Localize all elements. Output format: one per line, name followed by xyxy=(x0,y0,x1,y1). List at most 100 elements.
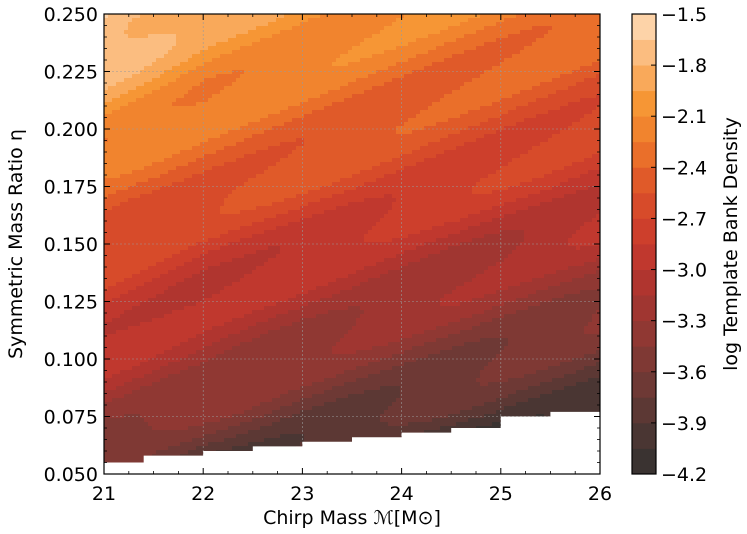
contour-band-cell xyxy=(168,270,201,275)
contour-band-cell xyxy=(540,190,577,195)
contour-band-cell xyxy=(536,114,585,119)
contour-band-cell xyxy=(552,390,600,395)
contour-band-cell xyxy=(324,106,429,111)
contour-band-cell xyxy=(484,366,549,371)
contour-band-cell xyxy=(356,318,461,323)
x-axis-label: Chirp Mass ℳ[M⊙] xyxy=(263,507,441,529)
contour-band-cell xyxy=(260,426,441,431)
contour-band-cell xyxy=(152,318,233,323)
contour-band-cell xyxy=(348,82,385,87)
contour-band-cell xyxy=(148,34,177,39)
contour-band-cell xyxy=(104,314,121,319)
contour-band-cell xyxy=(324,390,365,395)
contour-band-cell xyxy=(352,326,437,331)
contour-band-cell xyxy=(548,138,600,143)
contour-band-cell xyxy=(232,190,309,195)
contour-band-cell xyxy=(120,202,225,207)
contour-band-cell xyxy=(160,366,189,371)
contour-band-cell xyxy=(464,50,521,55)
contour-band-cell xyxy=(456,38,497,43)
contour-band-cell xyxy=(384,214,469,219)
contour-band-cell xyxy=(104,358,149,363)
contour-band-cell xyxy=(496,354,585,359)
contour-band-cell xyxy=(180,150,217,155)
contour-band-cell xyxy=(328,310,365,315)
contour-band-cell xyxy=(104,346,173,351)
contour-band-cell xyxy=(236,142,281,147)
contour-band-cell xyxy=(140,322,225,327)
contour-band-cell xyxy=(372,34,429,39)
contour-band-cell xyxy=(132,170,169,175)
contour-band-cell xyxy=(268,146,297,151)
contour-band-cell xyxy=(212,326,249,331)
contour-band-cell xyxy=(188,246,221,251)
contour-band-cell xyxy=(368,374,481,379)
contour-band-cell xyxy=(544,174,581,179)
contour-band-cell xyxy=(172,182,245,187)
contour-band-cell xyxy=(368,278,473,283)
contour-band-cell xyxy=(280,30,381,35)
contour-band-cell xyxy=(220,338,253,343)
contour-band-cell xyxy=(104,326,129,331)
contour-band-cell xyxy=(492,206,529,211)
contour-band-cell xyxy=(264,130,397,135)
contour-band-cell xyxy=(508,338,600,343)
contour-band-cell xyxy=(184,94,213,99)
contour-band-cell xyxy=(480,210,517,215)
contour-band-cell xyxy=(400,386,529,391)
contour-band-cell xyxy=(120,106,289,111)
contour-band-cell xyxy=(400,154,437,159)
contour-band-cell xyxy=(552,78,585,83)
contour-band-cell xyxy=(568,178,600,183)
contour-band-cell xyxy=(232,318,269,323)
contour-band-cell xyxy=(132,74,161,79)
contour-band-cell xyxy=(252,134,449,139)
contour-band-cell xyxy=(360,306,493,311)
colorbar-segment xyxy=(632,269,656,296)
contour-band-cell xyxy=(364,198,397,203)
contour-band-cell xyxy=(104,174,121,179)
contour-band-cell xyxy=(224,86,341,91)
contour-band-cell xyxy=(320,298,441,303)
contour-band-cell xyxy=(472,314,505,319)
contour-band-cell xyxy=(240,46,353,51)
contour-band-cell xyxy=(224,350,333,355)
contour-band-cell xyxy=(184,262,221,267)
contour-band-cell xyxy=(520,90,557,95)
contour-band-cell xyxy=(348,394,401,399)
contour-band-cell xyxy=(188,58,213,63)
contour-band-cell xyxy=(524,46,600,51)
contour-band-cell xyxy=(480,178,533,183)
contour-band-cell xyxy=(104,190,117,195)
contour-band-cell xyxy=(552,186,589,191)
contour-band-cell xyxy=(496,130,561,135)
contour-band-cell xyxy=(136,98,177,103)
contour-band-cell xyxy=(448,246,517,251)
contour-band-cell xyxy=(104,78,125,83)
contour-band-cell xyxy=(504,314,593,319)
contour-band-cell xyxy=(576,370,600,375)
contour-band-cell xyxy=(392,366,485,371)
contour-band-cell xyxy=(292,322,357,327)
contour-band-cell xyxy=(428,50,465,55)
contour-band-cell xyxy=(360,314,473,319)
contour-band-cell xyxy=(580,118,600,123)
contour-band-cell xyxy=(296,294,333,299)
contour-band-cell xyxy=(348,202,393,207)
contour-band-cell xyxy=(236,434,281,439)
contour-band-cell xyxy=(184,178,249,183)
contour-band-cell xyxy=(228,38,261,43)
contour-band-cell xyxy=(320,14,405,19)
colorbar-tick-label: −4.2 xyxy=(661,464,707,486)
contour-band-cell xyxy=(524,118,581,123)
contour-band-cell xyxy=(104,334,197,339)
contour-band-cell xyxy=(540,394,600,399)
contour-band-cell xyxy=(104,254,173,259)
contour-band-cell xyxy=(524,374,565,379)
contour-band-cell xyxy=(476,138,549,143)
contour-band-cell xyxy=(104,110,113,115)
contour-band-cell xyxy=(300,386,333,391)
contour-band-cell xyxy=(476,274,545,279)
contour-band-cell xyxy=(564,194,600,199)
contour-band-cell xyxy=(484,414,537,419)
